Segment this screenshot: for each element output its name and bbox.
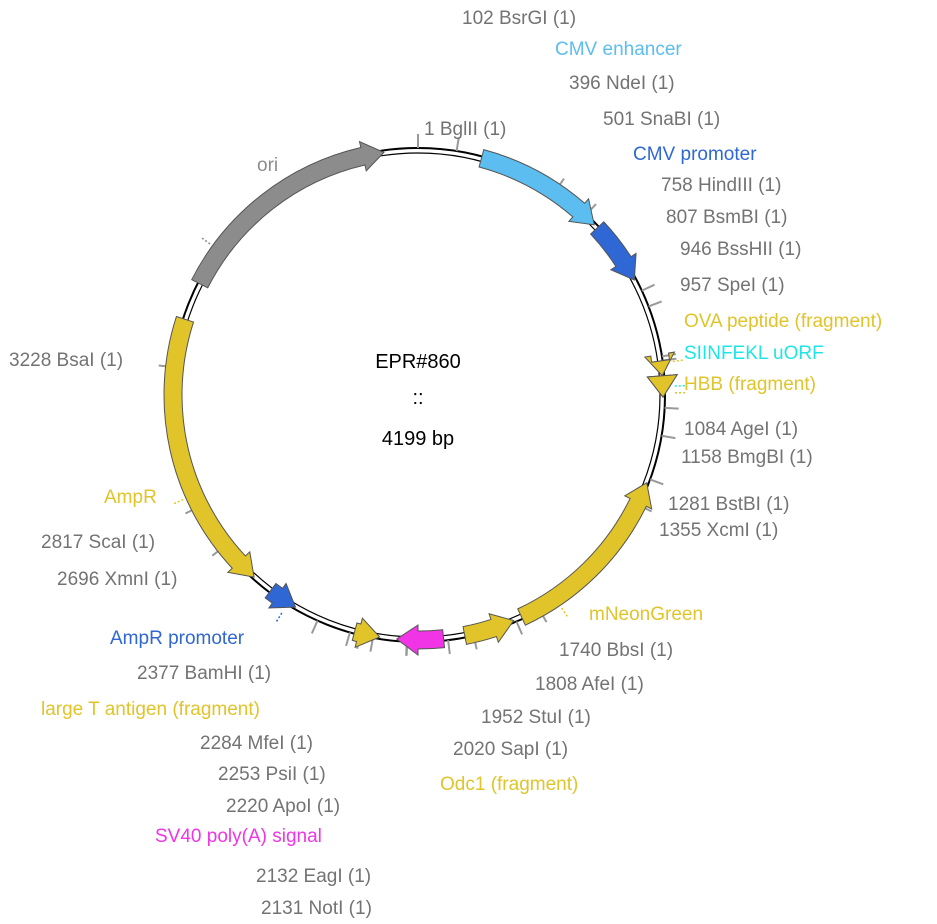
site-label: 501 SnaBI (1) <box>603 109 720 130</box>
feature-label-cmv-enhancer: CMV enhancer <box>555 39 682 60</box>
site-tick <box>661 434 676 440</box>
site-label: 2132 EagI (1) <box>256 866 371 887</box>
feature-label-sv40-polya: SV40 poly(A) signal <box>155 826 322 847</box>
site-label: 2696 XmnI (1) <box>57 569 177 590</box>
site-label: 2817 ScaI (1) <box>41 532 155 553</box>
feature-label-odc1: Odc1 (fragment) <box>440 774 578 795</box>
feature-leader-line <box>274 612 283 624</box>
feature-leader-line <box>672 359 685 363</box>
site-tick <box>664 406 679 410</box>
site-label: 1 BglII (1) <box>424 119 506 140</box>
site-label: 1952 StuI (1) <box>481 707 591 728</box>
site-label: 2253 PsiI (1) <box>218 764 326 785</box>
plasmid-size: 4199 bp <box>382 428 454 450</box>
feature-label-siinfekl-uorf: SIINFEKL uORF <box>684 343 824 364</box>
site-tick <box>641 283 655 292</box>
feature-label-ampr-promoter: AmpR promoter <box>110 628 245 649</box>
feature-arrow-cmv-promoter <box>589 221 637 281</box>
site-label: 1355 XcmI (1) <box>659 520 778 541</box>
site-label: 1084 AgeI (1) <box>684 419 798 440</box>
feature-arrow-large-t-antigen-fragment <box>351 617 381 649</box>
site-tick <box>515 621 523 635</box>
feature-arrow-cmv-enhancer <box>478 149 595 226</box>
site-label: 758 HindIII (1) <box>661 175 781 196</box>
site-tick <box>345 632 351 647</box>
plasmid-name: EPR#860 <box>375 351 461 373</box>
site-label: 1808 AfeI (1) <box>535 674 644 695</box>
site-label: 946 BssHII (1) <box>680 239 801 260</box>
feature-label-hbb: HBB (fragment) <box>684 374 816 395</box>
plasmid-separator: :: <box>412 387 423 409</box>
site-label: 807 BsmBI (1) <box>666 207 787 228</box>
site-label: 3228 BsaI (1) <box>9 350 123 371</box>
feature-label-ori: ori <box>257 155 278 176</box>
feature-leader-line <box>199 236 211 245</box>
site-label: 2284 MfeI (1) <box>200 733 313 754</box>
feature-arrow-hbb-fragment <box>646 374 679 399</box>
site-label: 2131 NotI (1) <box>261 898 372 919</box>
feature-arrow-ova-peptide-fragment <box>643 351 676 377</box>
site-tick <box>649 478 664 486</box>
site-label: 1281 BstBI (1) <box>668 494 789 515</box>
site-label: 1740 BbsI (1) <box>559 640 673 661</box>
feature-arrow-sv40-poly-a-signal <box>395 624 446 656</box>
feature-label-ova-peptide: OVA peptide (fragment) <box>684 311 882 332</box>
site-label: 1158 BmgBI (1) <box>681 447 813 468</box>
site-label: 102 BsrGI (1) <box>462 8 576 29</box>
feature-arrow-ampr <box>163 315 255 578</box>
site-label: 2020 SapI (1) <box>453 739 568 760</box>
site-tick <box>310 620 319 634</box>
feature-leader-line <box>171 498 184 506</box>
site-label: 396 NdeI (1) <box>569 73 675 94</box>
feature-leader-line <box>561 607 570 619</box>
site-label: 2220 ApoI (1) <box>226 796 340 817</box>
site-tick <box>447 640 451 655</box>
feature-label-large-t-antigen: large T antigen (fragment) <box>41 699 260 720</box>
feature-arrow-ori <box>191 140 385 289</box>
feature-arrows <box>163 140 679 656</box>
feature-arrow-ampr-promoter <box>264 582 297 609</box>
feature-arrow-mneongreen <box>517 482 653 626</box>
feature-arrow-odc1-fragment <box>462 613 515 645</box>
feature-label-ampr: AmpR <box>104 487 157 508</box>
site-label: 2377 BamHI (1) <box>137 663 271 684</box>
site-label: 957 SpeI (1) <box>680 275 785 296</box>
leader-lines <box>171 236 687 624</box>
site-tick <box>648 300 663 308</box>
feature-label-cmv-promoter: CMV promoter <box>633 144 757 165</box>
feature-label-mneongreen: mNeonGreen <box>589 604 703 625</box>
site-tick <box>455 137 460 152</box>
